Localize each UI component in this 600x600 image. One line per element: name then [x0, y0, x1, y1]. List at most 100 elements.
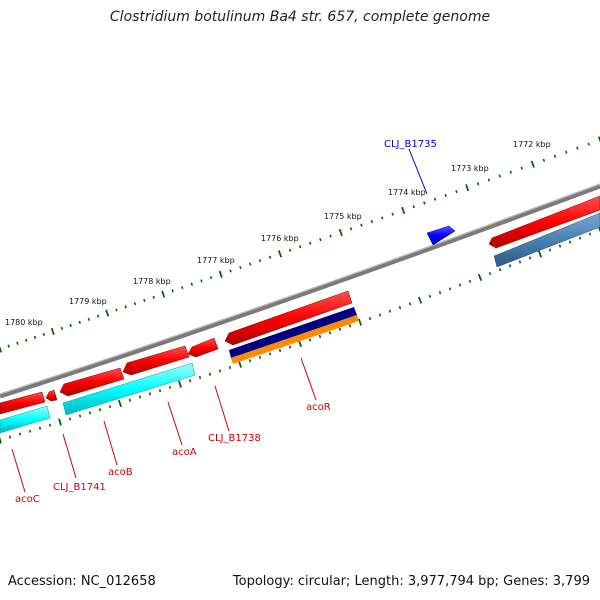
ruler-inner-minor-tick	[508, 264, 512, 268]
ruler-outer-minor-tick	[370, 219, 374, 224]
accession-text: Accession: NC_012658	[8, 574, 156, 589]
ruler-label-1777: 1777 kbp	[197, 256, 235, 265]
ruler-outer-minor-tick	[391, 212, 394, 216]
ruler-label-1776: 1776 kbp	[261, 234, 299, 243]
ruler-inner-minor-tick	[408, 302, 412, 306]
ruler-outer-major-tick	[465, 184, 470, 192]
ruler-outer-minor-tick	[444, 193, 447, 197]
map-title: Clostridium botulinum Ba4 str. 657, comp…	[109, 9, 491, 25]
ruler-inner-major-tick	[417, 296, 423, 304]
ruler-inner-major-tick	[477, 273, 483, 282]
gene-acoc-arrow[interactable]	[0, 391, 46, 415]
ruler-outer-minor-tick	[96, 314, 100, 318]
genome-backbone	[0, 183, 600, 399]
ruler-inner-major-tick	[178, 380, 182, 388]
ruler-outer-minor-tick	[16, 341, 19, 345]
ruler-outer-minor-tick	[209, 276, 213, 280]
ruler-inner-minor-tick	[568, 240, 572, 244]
ruler-outer-minor-tick	[124, 305, 127, 309]
ruler-outer-minor-tick	[487, 178, 491, 182]
ruler-inner-minor-tick	[148, 392, 152, 396]
gene-label-acoa: acoA	[172, 447, 197, 458]
ruler-outer-minor-tick	[171, 289, 174, 293]
clj-b1741-leader	[62, 433, 77, 479]
ruler-inner-minor-tick	[38, 426, 42, 430]
ruler-inner-minor-tick	[98, 408, 102, 412]
ruler-inner-minor-tick	[578, 236, 582, 240]
ruler-outer-minor-tick	[87, 317, 91, 321]
gene-label-clj-b1735: CLJ_B1735	[384, 139, 437, 150]
ruler-inner-minor-tick	[388, 309, 392, 313]
ruler-outer-minor-tick	[564, 150, 568, 154]
ruler-outer-major-tick	[50, 327, 55, 335]
ruler-inner-minor-tick	[228, 365, 232, 370]
ruler-inner-minor-tick	[158, 389, 162, 393]
ruler-inner-minor-tick	[588, 232, 592, 236]
ruler-inner-minor-tick	[498, 268, 502, 272]
ruler-outer-minor-tick	[133, 302, 137, 306]
ruler-label-1778: 1778 kbp	[133, 277, 171, 286]
track-cyan-left	[0, 405, 51, 434]
gene-clj-b1738-arrow[interactable]	[187, 337, 219, 358]
ruler-inner-minor-tick	[28, 429, 32, 433]
genome-backbone-highlight	[0, 183, 600, 395]
ruler-outer-major-tick	[0, 346, 2, 353]
ruler-outer-minor-tick	[476, 182, 480, 186]
acoa-leader	[167, 401, 183, 446]
ruler-outer-minor-tick	[498, 174, 502, 178]
ruler-inner-minor-tick	[558, 244, 562, 248]
ruler-outer-minor-tick	[200, 279, 203, 283]
ruler-inner-minor-tick	[218, 369, 222, 373]
ruler-label-1773: 1773 kbp	[451, 164, 489, 173]
ruler-inner-minor-tick	[488, 272, 492, 276]
gene-acoa-arrow[interactable]	[122, 345, 190, 376]
ruler-inner-minor-tick	[18, 432, 22, 436]
gene-acor-arrow[interactable]	[224, 290, 353, 346]
ruler-outer-minor-tick	[181, 285, 184, 290]
ruler-inner-minor-tick	[398, 305, 402, 310]
ruler-label-1775: 1775 kbp	[324, 212, 362, 221]
ruler-inner-major-tick	[597, 226, 600, 233]
ruler-outer-minor-tick	[542, 158, 546, 162]
ruler-outer-minor-tick	[152, 295, 155, 299]
ruler-outer-minor-tick	[381, 216, 384, 220]
ruler-inner-minor-tick	[198, 375, 202, 380]
ruler-outer-minor-tick	[319, 238, 322, 242]
ruler-outer-major-tick	[597, 136, 600, 143]
ruler-outer-major-tick	[218, 270, 223, 278]
gene-right-arrow[interactable]	[488, 195, 600, 249]
ruler-inner-minor-tick	[368, 316, 372, 321]
ruler-outer-minor-tick	[576, 146, 579, 150]
ruler-inner-minor-tick	[8, 435, 12, 439]
ruler-outer-minor-tick	[433, 197, 437, 201]
ruler-outer-minor-tick	[33, 335, 37, 339]
gene-label-acoc: acoC	[15, 494, 40, 505]
gene-clj-b1735-arrow[interactable]	[426, 225, 456, 246]
gene-acob-arrow[interactable]	[59, 367, 125, 397]
ruler-inner-minor-tick	[458, 283, 462, 287]
acob-leader	[103, 420, 118, 466]
track-orange	[231, 315, 359, 364]
ruler-outer-minor-tick	[423, 201, 426, 205]
ruler-inner-minor-tick	[108, 405, 112, 409]
ruler-inner-major-tick	[238, 360, 242, 368]
ruler-outer	[0, 136, 600, 353]
ruler-outer-minor-tick	[25, 338, 28, 342]
ruler-inner-minor-tick	[308, 338, 312, 342]
ruler-inner-minor-tick	[528, 256, 532, 260]
acor-leader	[300, 357, 317, 401]
topology-text: Topology: circular; Length: 3,977,794 bp…	[232, 574, 590, 589]
gene-clj-b1741-arrow[interactable]	[45, 389, 58, 402]
ruler-outer-minor-tick	[229, 269, 232, 273]
ruler-outer-minor-tick	[520, 166, 523, 170]
ruler-outer-minor-tick	[258, 259, 262, 263]
ruler-outer-minor-tick	[239, 265, 242, 270]
ruler-inner-major-tick	[118, 399, 122, 408]
ruler-inner-minor-tick	[348, 324, 352, 328]
acoc-leader	[11, 448, 26, 493]
ruler-inner-minor-tick	[248, 359, 252, 363]
ruler-inner-minor-tick	[328, 331, 332, 335]
ruler-inner-minor-tick	[518, 260, 522, 264]
ruler-outer-minor-tick	[329, 234, 332, 238]
ruler-outer-minor-tick	[248, 262, 252, 266]
